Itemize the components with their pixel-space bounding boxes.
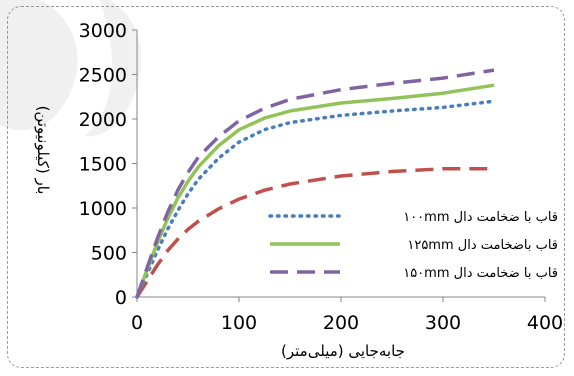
legend-label: قاب با ضخامت دال ۱۰۰mm	[403, 210, 558, 225]
y-tick-label: 3000	[79, 20, 127, 42]
y-tick-label: 500	[91, 243, 127, 265]
x-tick-label: 300	[425, 312, 461, 334]
legend-label: قاب باضخامت دال ۱۲۵mm	[407, 238, 558, 253]
y-axis-title: بار (کیلونیوتن)	[34, 106, 52, 195]
x-tick-label: 0	[131, 312, 143, 334]
y-tick-label: 0	[115, 287, 127, 309]
x-tick-label: 100	[221, 312, 257, 334]
y-tick-labels: 0 500 1000 1500 2000 2500 3000	[79, 20, 127, 309]
y-tick-label: 2500	[79, 65, 127, 87]
x-tick-label: 400	[527, 312, 563, 334]
series-line-2	[135, 68, 495, 298]
x-tick-labels: 0 100 200 300 400	[131, 312, 563, 334]
y-tick-marks	[132, 29, 137, 298]
x-tick-marks	[136, 297, 546, 302]
series-lines	[135, 68, 496, 299]
watermark-logo	[0, 0, 142, 137]
legend-label: قاب با ضخامت دال ۱۵۰mm	[403, 266, 558, 281]
x-tick-label: 200	[323, 312, 359, 334]
x-axis-title: جابه‌جایی (میلی‌متر)	[281, 342, 405, 360]
chart-frame	[7, 6, 565, 368]
plot-area	[132, 29, 546, 302]
series-line-0	[135, 99, 496, 299]
legend: قاب با ضخامت دال ۱۰۰mm قاب باضخامت دال ۱۲…	[268, 210, 558, 281]
y-tick-label: 2000	[79, 109, 127, 131]
series-line-3	[135, 167, 494, 298]
series-line-1	[135, 83, 495, 298]
y-tick-label: 1000	[79, 198, 127, 220]
y-tick-label: 1500	[79, 154, 127, 176]
